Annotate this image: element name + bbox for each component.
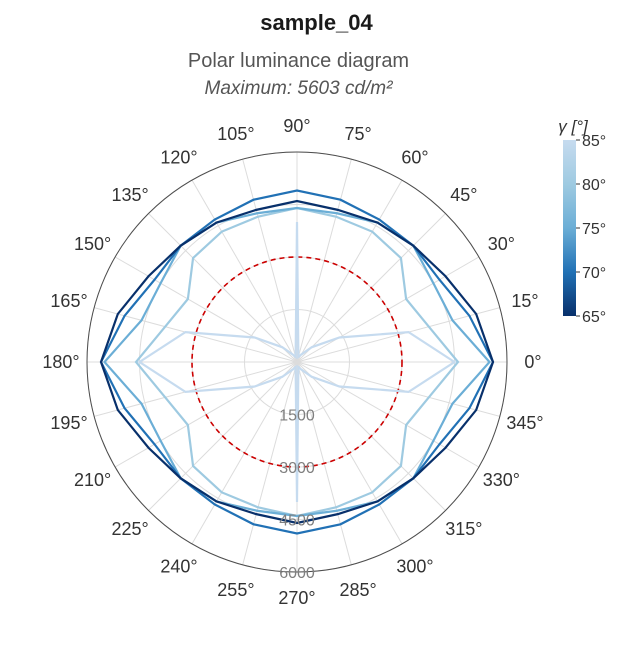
maximum-label: Maximum: 5603 cd/m² bbox=[204, 78, 393, 99]
angle-tick-label: 15° bbox=[511, 291, 538, 311]
angle-tick-label: 345° bbox=[506, 413, 543, 433]
angle-tick-label: 105° bbox=[217, 124, 254, 144]
angle-tick-label: 120° bbox=[160, 148, 197, 168]
radial-tick-label: 3000 bbox=[279, 460, 315, 477]
colorbar-tick-label: 75° bbox=[582, 221, 606, 238]
angle-tick-label: 300° bbox=[396, 556, 433, 576]
colorbar-tick-label: 85° bbox=[582, 133, 606, 150]
angle-tick-label: 270° bbox=[278, 588, 315, 608]
colorbar-tick-label: 65° bbox=[582, 309, 606, 326]
angle-tick-label: 330° bbox=[483, 470, 520, 490]
series-gamma-85 bbox=[137, 221, 457, 503]
series-gamma-65 bbox=[99, 199, 495, 525]
angle-tick-label: 30° bbox=[488, 234, 515, 254]
colorbar-gradient bbox=[563, 140, 576, 316]
colorbar-title: γ [°] bbox=[558, 117, 589, 136]
colorbar-tick-label: 70° bbox=[582, 265, 606, 282]
polar-grid bbox=[86, 151, 508, 573]
angle-tick-label: 315° bbox=[445, 519, 482, 539]
colorbar-tick-label: 80° bbox=[582, 177, 606, 194]
outer-ring bbox=[86, 151, 508, 573]
angle-tick-label: 75° bbox=[344, 124, 371, 144]
angle-tick-label: 240° bbox=[160, 556, 197, 576]
polar-series bbox=[99, 189, 495, 535]
angle-tick-label: 60° bbox=[401, 148, 428, 168]
angle-tick-label: 0° bbox=[524, 352, 541, 372]
chart-title: sample_04 bbox=[260, 10, 373, 35]
chart-subtitle: Polar luminance diagram bbox=[187, 50, 410, 72]
colorbar: γ [°] 85° 80° 75° 70° 65° bbox=[558, 117, 606, 326]
angle-tick-label: 225° bbox=[112, 519, 149, 539]
angle-tick-label: 150° bbox=[74, 234, 111, 254]
angle-tick-label: 90° bbox=[283, 116, 310, 136]
angle-tick-label: 165° bbox=[50, 291, 87, 311]
radial-tick-label: 4500 bbox=[279, 513, 315, 530]
polar-labels: 1500 3000 4500 6000 0° 15° 30° 45° 60° 75° 90° 105°… bbox=[42, 116, 543, 608]
radial-tick-label: 1500 bbox=[279, 408, 315, 425]
series-gamma-80 bbox=[134, 206, 460, 518]
angle-tick-label: 210° bbox=[74, 470, 111, 490]
angle-tick-label: 285° bbox=[339, 580, 376, 600]
angle-tick-label: 255° bbox=[217, 580, 254, 600]
angle-tick-label: 180° bbox=[42, 352, 79, 372]
angle-tick-label: 135° bbox=[112, 185, 149, 205]
radial-tick-label: 6000 bbox=[279, 565, 315, 582]
angle-tick-label: 195° bbox=[50, 413, 87, 433]
angle-tick-label: 45° bbox=[450, 185, 477, 205]
